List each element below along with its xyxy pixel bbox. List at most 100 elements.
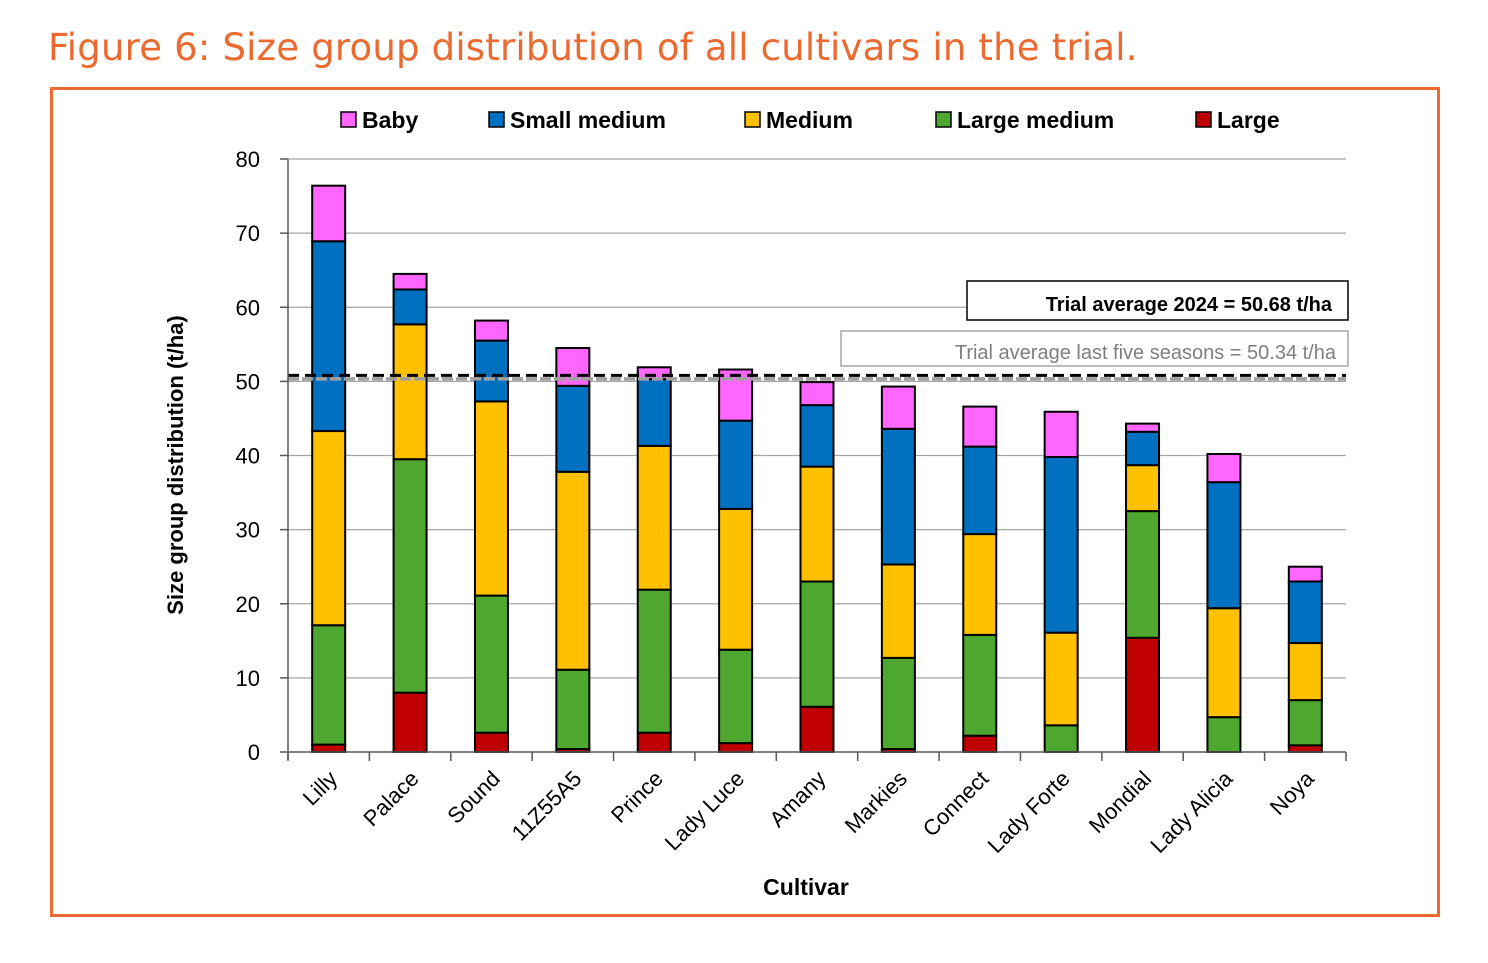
bar-stack [1206, 453, 1242, 754]
bar-stack [392, 272, 428, 754]
bar-segment-large-medium [1206, 716, 1242, 754]
y-axis-label: Size group distribution (t/ha) [163, 315, 188, 614]
bar-segment-large-medium [1287, 699, 1323, 747]
bar-segment-small-medium [636, 378, 672, 447]
bar-segment-large [1287, 744, 1323, 753]
x-tick-label: Mondial [1084, 766, 1156, 838]
bar-segment-baby [392, 272, 428, 291]
bars [311, 184, 1323, 754]
bar-segment-small-medium [1287, 580, 1323, 645]
bar-stack [1043, 410, 1079, 754]
bar-segment-medium [799, 465, 835, 583]
figure-title: Figure 6: Size group distribution of all… [48, 26, 1138, 69]
legend-label: Medium [766, 107, 853, 133]
bar-segment-large-medium [311, 624, 347, 746]
bar-segment-medium [311, 430, 347, 627]
bar-segment-large [718, 742, 754, 753]
x-tick-label: Markies [840, 766, 912, 838]
bar-segment-large [392, 691, 428, 754]
y-tick-labels: 0 10 20 30 40 50 60 70 80 [236, 147, 260, 765]
y-tick-label: 70 [236, 221, 260, 246]
x-tick-label: Noya [1265, 765, 1320, 820]
bar-segment-large-medium [1043, 724, 1079, 754]
chart-frame: 0 10 20 30 40 50 60 70 80 Lilly Palace Sound 11Z55A… [50, 87, 1440, 917]
legend-swatch [935, 111, 952, 128]
bar-segment-baby [880, 385, 916, 430]
bar-segment-large [799, 705, 835, 754]
legend: Baby Small medium Medium Large medium Large [340, 107, 1280, 133]
annotation-box-2024 [966, 280, 1349, 321]
legend-swatch [488, 111, 505, 128]
bar-stack [799, 381, 835, 754]
bar-stack [1125, 422, 1161, 753]
bar-stack [636, 366, 672, 753]
bar-segment-large [473, 731, 509, 753]
x-tick-label: Amany [764, 766, 830, 832]
bar-segment-small-medium [311, 240, 347, 433]
y-tick-label: 0 [248, 740, 260, 765]
x-tick-label: Lady Forte [983, 766, 1075, 858]
legend-item-large: Large [1195, 107, 1280, 133]
y-tick-label: 10 [236, 666, 260, 691]
bar-segment-large-medium [392, 458, 428, 694]
legend-item-large-medium: Large medium [935, 107, 1114, 133]
bar-segment-small-medium [392, 288, 428, 326]
x-tick-label: Palace [358, 766, 423, 831]
bar-segment-large [636, 731, 672, 753]
bar-stack [1287, 565, 1323, 753]
x-tick-label: Lady Luce [660, 766, 749, 855]
bar-segment-medium [392, 323, 428, 461]
bar-segment-large [311, 743, 347, 754]
bar-segment-large-medium [1125, 510, 1161, 639]
bar-segment-baby [1043, 410, 1079, 458]
legend-swatch [1195, 111, 1212, 128]
annotations: Trial average 2024 = 50.68 t/ha Trial ave… [840, 280, 1349, 367]
bar-segment-medium [473, 400, 509, 597]
y-tick-label: 20 [236, 592, 260, 617]
bar-segment-small-medium [1206, 481, 1242, 610]
bar-segment-large [1125, 636, 1161, 753]
bar-segment-medium [962, 533, 998, 636]
bar-segment-large-medium [962, 633, 998, 737]
bar-segment-baby [962, 405, 998, 448]
bar-segment-baby [1125, 422, 1161, 433]
legend-swatch [744, 111, 761, 128]
legend-label: Small medium [510, 107, 666, 133]
bar-segment-small-medium [880, 427, 916, 566]
bar-stack [962, 405, 998, 754]
legend-label: Large medium [957, 107, 1114, 133]
legend-item-medium: Medium [744, 107, 853, 133]
legend-label: Baby [362, 107, 418, 133]
bar-stack [880, 385, 916, 753]
annotation-label-five-seasons: Trial average last five seasons = 50.34 … [955, 342, 1337, 364]
legend-label: Large [1217, 107, 1280, 133]
bar-segment-medium [1206, 607, 1242, 719]
bar-stack [473, 319, 509, 753]
bar-segment-baby [1287, 565, 1323, 583]
bar-stack [311, 184, 347, 754]
x-tick-label: Lilly [298, 766, 342, 810]
bar-stack [718, 368, 754, 753]
bar-segment-medium [1043, 631, 1079, 727]
stacked-bar-chart: 0 10 20 30 40 50 60 70 80 Lilly Palace Sound 11Z55A… [163, 107, 1349, 900]
bar-segment-small-medium [1043, 455, 1079, 634]
bar-segment-small-medium [473, 339, 509, 403]
y-tick-label: 60 [236, 295, 260, 320]
bar-segment-large [962, 734, 998, 754]
bar-segment-large-medium [636, 588, 672, 734]
bar-segment-large-medium [799, 580, 835, 708]
y-tick-label: 80 [236, 147, 260, 172]
x-tick-label: Prince [606, 766, 668, 828]
bar-segment-medium [718, 507, 754, 651]
reference-lines [288, 373, 1346, 381]
bar-segment-large-medium [718, 648, 754, 745]
bar-segment-small-medium [962, 445, 998, 536]
bar-segment-large-medium [880, 656, 916, 751]
legend-item-baby: Baby [340, 107, 418, 133]
bar-segment-large-medium [555, 668, 591, 751]
bar-segment-medium [1125, 464, 1161, 513]
bar-segment-small-medium [1125, 430, 1161, 467]
x-tick-label: Sound [442, 766, 505, 829]
bar-segment-medium [880, 563, 916, 659]
